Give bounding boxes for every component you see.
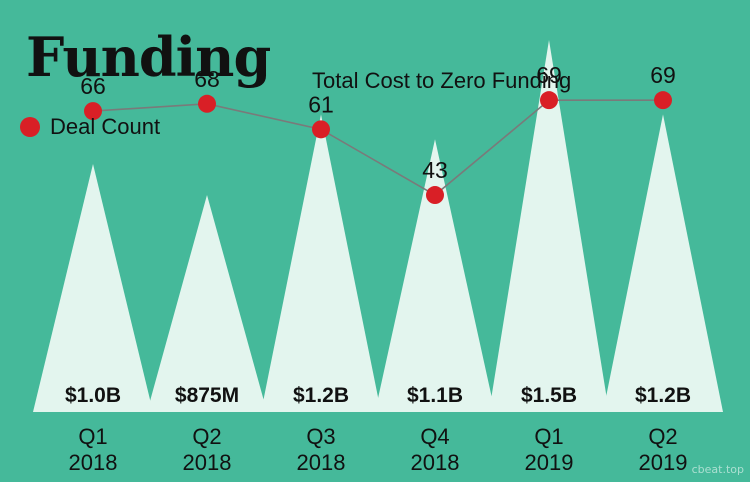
funding-triangle xyxy=(603,114,723,413)
funding-triangle xyxy=(33,164,153,412)
chart-subtitle: Total Cost to Zero Funding xyxy=(312,68,572,93)
deal-count-point xyxy=(84,102,102,121)
funding-value-label: $1.5B xyxy=(521,384,577,407)
x-tick-quarter: Q1 xyxy=(78,424,107,449)
deal-count-point xyxy=(198,94,216,113)
funding-value-label: $1.1B xyxy=(407,384,463,407)
funding-triangle xyxy=(375,139,495,412)
x-tick-year: 2019 xyxy=(639,450,688,475)
funding-value-label: $1.2B xyxy=(635,384,691,407)
x-tick-quarter: Q2 xyxy=(192,424,221,449)
legend-dot-icon xyxy=(20,117,40,137)
funding-triangle xyxy=(261,114,381,413)
legend-label: Deal Count xyxy=(50,114,161,139)
deal-count-point xyxy=(654,91,672,110)
funding-value-label: $1.0B xyxy=(65,384,121,407)
x-tick-year: 2018 xyxy=(411,450,460,475)
x-tick-quarter: Q1 xyxy=(534,424,563,449)
x-tick-year: 2018 xyxy=(297,450,346,475)
deal-count-label: 43 xyxy=(422,157,448,183)
deal-count-label: 69 xyxy=(536,62,562,88)
x-tick-quarter: Q3 xyxy=(306,424,335,449)
funding-triangle xyxy=(489,40,609,412)
deal-count-point xyxy=(312,120,330,139)
deal-count-point xyxy=(426,186,444,205)
legend: Deal Count xyxy=(20,114,160,140)
x-tick-quarter: Q4 xyxy=(420,424,449,449)
x-tick-year: 2019 xyxy=(525,450,574,475)
funding-triangle xyxy=(147,195,267,412)
deal-count-line xyxy=(92,99,663,197)
deal-count-label: 66 xyxy=(80,73,106,99)
deal-count-label: 61 xyxy=(308,91,334,117)
watermark: cbeat.top xyxy=(691,463,744,476)
x-tick-year: 2018 xyxy=(183,450,232,475)
x-tick-quarter: Q2 xyxy=(648,424,677,449)
deal-count-label: 68 xyxy=(194,66,220,92)
deal-count-label: 69 xyxy=(650,62,676,88)
funding-value-label: $1.2B xyxy=(293,384,349,407)
x-tick-year: 2018 xyxy=(69,450,118,475)
funding-value-label: $875M xyxy=(175,384,239,407)
deal-count-point xyxy=(540,91,558,110)
chart-title: Funding xyxy=(26,25,271,89)
